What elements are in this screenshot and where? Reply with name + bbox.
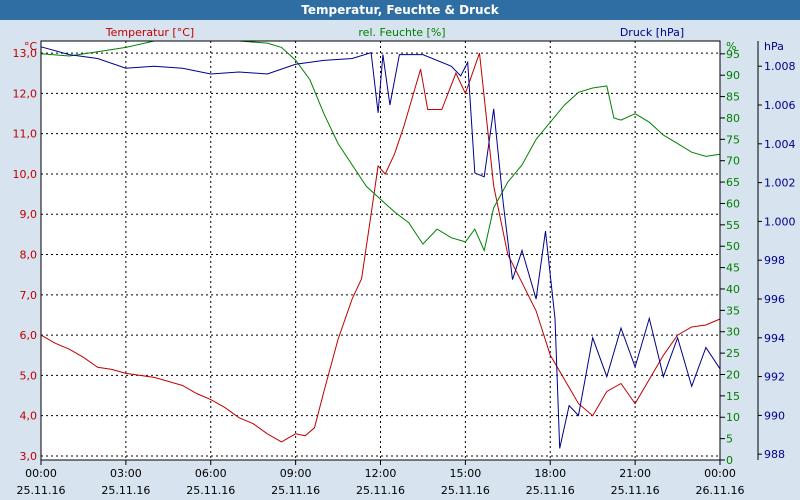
right-tick-label: 998 — [764, 254, 785, 267]
middle-tick-label: 85 — [726, 91, 740, 104]
x-tick-time: 12:00 — [365, 467, 397, 480]
x-tick-time: 18:00 — [534, 467, 566, 480]
x-tick-time: 09:00 — [280, 467, 312, 480]
left-axis-label: Temperatur [°C] — [105, 26, 194, 39]
middle-tick-label: 80 — [726, 112, 740, 125]
right-tick-label: 1.006 — [764, 99, 796, 112]
left-tick-label: 7,0 — [20, 289, 38, 302]
x-tick-time: 00:00 — [704, 467, 736, 480]
middle-axis-label: rel. Feuchte [%] — [358, 26, 445, 39]
middle-tick-label: 60 — [726, 197, 740, 210]
x-tick-time: 21:00 — [619, 467, 651, 480]
gridlines — [41, 41, 720, 460]
right-tick-label: 990 — [764, 409, 785, 422]
right-tick-label: 996 — [764, 293, 785, 306]
left-tick-label: 11,0 — [13, 128, 38, 141]
middle-tick-label: 35 — [726, 304, 740, 317]
plot-area — [41, 41, 720, 460]
x-tick-time: 06:00 — [195, 467, 227, 480]
right-axis-unit: hPa — [764, 40, 784, 53]
left-tick-label: 4,0 — [20, 410, 38, 423]
left-tick-label: 5,0 — [20, 369, 38, 382]
right-tick-label: 994 — [764, 332, 785, 345]
right-tick-label: 1.000 — [764, 215, 796, 228]
left-tick-label: 3,0 — [20, 450, 38, 463]
left-tick-label: 6,0 — [20, 329, 38, 342]
x-tick-date: 25.11.16 — [186, 484, 235, 497]
x-tick-date: 25.11.16 — [101, 484, 150, 497]
left-tick-label: 10,0 — [13, 168, 38, 181]
right-tick-label: 1.004 — [764, 138, 796, 151]
right-tick-label: 992 — [764, 371, 785, 384]
middle-axis-unit: % — [726, 40, 736, 53]
middle-tick-label: 30 — [726, 326, 740, 339]
middle-tick-label: 20 — [726, 368, 740, 381]
left-tick-label: 8,0 — [20, 249, 38, 262]
middle-tick-label: 5 — [726, 433, 733, 446]
right-tick-label: 988 — [764, 448, 785, 461]
middle-tick-label: 10 — [726, 411, 740, 424]
x-tick-date: 25.11.16 — [441, 484, 490, 497]
middle-tick-label: 95 — [726, 48, 740, 61]
right-tick-label: 1.008 — [764, 60, 796, 73]
right-tick-label: 1.002 — [764, 177, 796, 190]
axis-ticks: 3,0 4,0 5,0 6,0 7,0 8,0 9,0 10,0 11,0 12,0 13,0 00:… — [13, 41, 796, 497]
x-tick-time: 00:00 — [25, 467, 57, 480]
pressure-line — [40, 46, 721, 449]
left-axis-unit: °C — [24, 40, 38, 53]
middle-tick-label: 70 — [726, 155, 740, 168]
middle-tick-label: 45 — [726, 262, 740, 275]
left-tick-label: 12,0 — [13, 87, 38, 100]
middle-tick-label: 15 — [726, 390, 740, 403]
temperature-line — [40, 52, 721, 443]
left-tick-label: 13,0 — [13, 47, 38, 60]
x-tick-date: 25.11.16 — [271, 484, 320, 497]
middle-tick-label: 40 — [726, 283, 740, 296]
left-tick-label: 9,0 — [20, 208, 38, 221]
x-tick-date: 25.11.16 — [356, 484, 405, 497]
x-tick-date: 25.11.16 — [17, 484, 66, 497]
middle-tick-label: 25 — [726, 347, 740, 360]
x-tick-date: 25.11.16 — [611, 484, 660, 497]
axis-titles: °C Temperatur [°C] rel. Feuchte [%] % Dr… — [24, 26, 784, 53]
middle-tick-label: 55 — [726, 219, 740, 232]
x-tick-date: 26.11.16 — [696, 484, 745, 497]
x-tick-date: 25.11.16 — [526, 484, 575, 497]
middle-tick-label: 75 — [726, 133, 740, 146]
middle-tick-label: 0 — [726, 454, 733, 467]
right-axis-label: Druck [hPa] — [620, 26, 684, 39]
middle-tick-label: 65 — [726, 176, 740, 189]
x-tick-time: 15:00 — [450, 467, 482, 480]
chart-title: Temperatur, Feuchte & Druck — [0, 0, 800, 20]
middle-tick-label: 90 — [726, 69, 740, 82]
x-tick-time: 03:00 — [110, 467, 142, 480]
middle-tick-label: 50 — [726, 240, 740, 253]
